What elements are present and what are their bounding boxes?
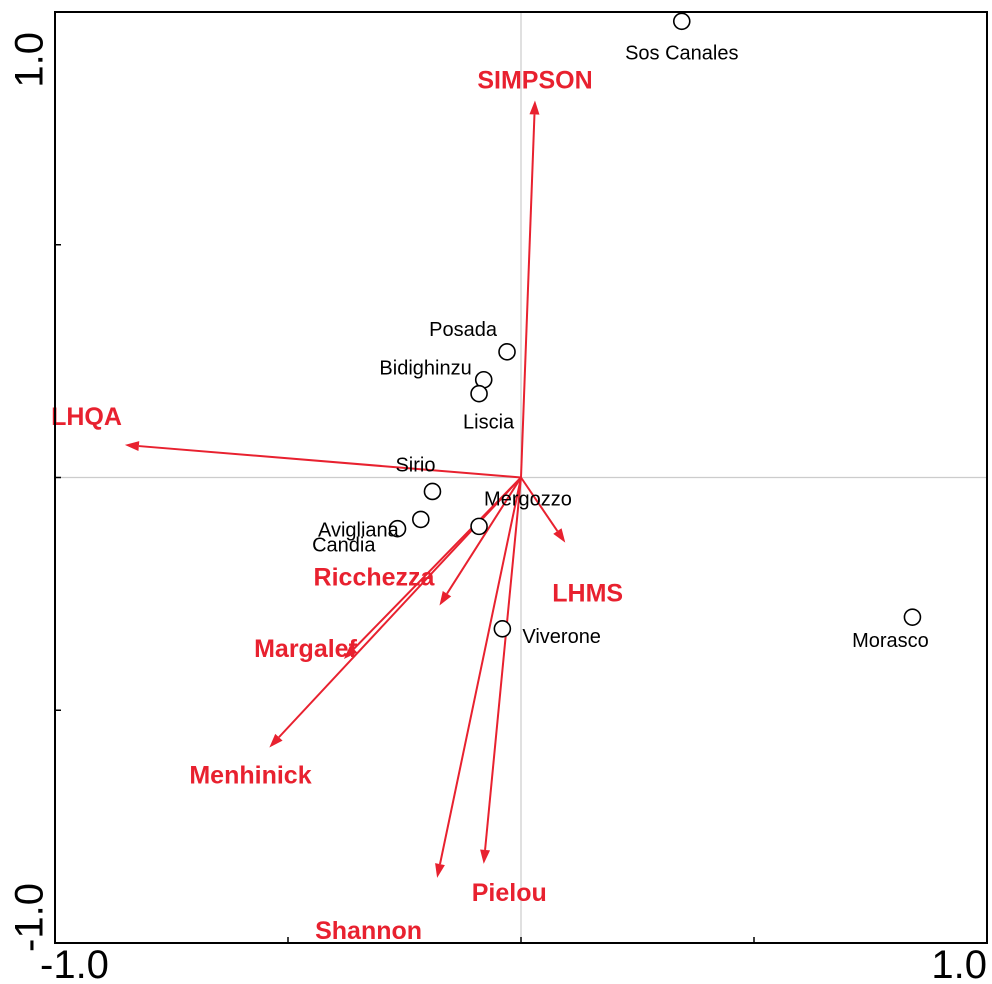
arrowhead-pielou (480, 849, 491, 864)
site-point-liscia (470, 384, 488, 403)
site-point-sos-canales (672, 12, 691, 31)
site-point-viverone (493, 619, 512, 638)
axis-ticks (54, 11, 988, 944)
variable-label-ricchezza: Ricchezza (314, 564, 436, 592)
arrow-lhqa (138, 445, 522, 479)
axis-tick-labels: -1.0 1.0 1.0 -1.0 (8, 32, 987, 984)
variable-label-shannon: Shannon (315, 917, 422, 945)
y-tick-label: -1.0 (8, 883, 52, 952)
arrowhead-ricchezza (439, 591, 452, 606)
arrowhead-margalef (343, 645, 358, 660)
variable-label-lhqa: LHQA (51, 403, 122, 431)
site-label-sirio: Sirio (395, 454, 435, 476)
arrow-ricchezza (446, 476, 522, 595)
site-point-morasco (903, 608, 922, 626)
site-points (388, 12, 922, 638)
arrow-pielou (484, 477, 522, 851)
variable-label-pielou: Pielou (472, 879, 547, 907)
variable-label-simpson: SIMPSON (477, 66, 592, 94)
site-label-avigliana: Avigliana (318, 519, 400, 541)
site-label-morasco: Morasco (852, 630, 929, 652)
x-tick-label: 1.0 (931, 943, 987, 984)
arrow-lhms (520, 476, 559, 532)
arrowhead-lhms (553, 528, 566, 543)
y-tick-label: 1.0 (8, 32, 52, 88)
site-label-bidighinzu: Bidighinzu (379, 358, 471, 380)
site-label-sos-canales: Sos Canales (625, 42, 738, 64)
site-label-liscia: Liscia (463, 412, 515, 434)
arrowhead-simpson (529, 100, 540, 115)
arrowhead-lhqa (124, 441, 140, 452)
arrow-simpson (520, 114, 536, 478)
x-tick-label: -1.0 (40, 943, 109, 984)
variable-label-lhms: LHMS (552, 580, 623, 608)
site-label-posada: Posada (429, 319, 498, 341)
variable-labels: SIMPSON LHQA LHMS Ricchezza Margalef Menhinic… (51, 66, 623, 944)
site-label-viverone: Viverone (522, 626, 601, 648)
site-label-mergozzo: Mergozzo (484, 488, 572, 510)
arrow-shannon (439, 477, 522, 865)
site-point-candia (388, 519, 407, 538)
site-point-posada (498, 343, 516, 361)
arrowhead-shannon (435, 863, 445, 878)
variable-label-margalef: Margalef (254, 635, 357, 663)
site-point-avigliana (412, 510, 430, 529)
arrow-menhinick (278, 476, 522, 738)
variable-label-menhinick: Menhinick (189, 761, 311, 789)
site-label-candia: Candia (312, 535, 376, 557)
site-point-mergozzo (470, 517, 488, 536)
site-point-sirio (423, 482, 442, 501)
arrowhead-menhinick (269, 733, 283, 748)
site-labels: Sos Canales Posada Bidighinzu Liscia Sirio Av… (312, 42, 929, 652)
